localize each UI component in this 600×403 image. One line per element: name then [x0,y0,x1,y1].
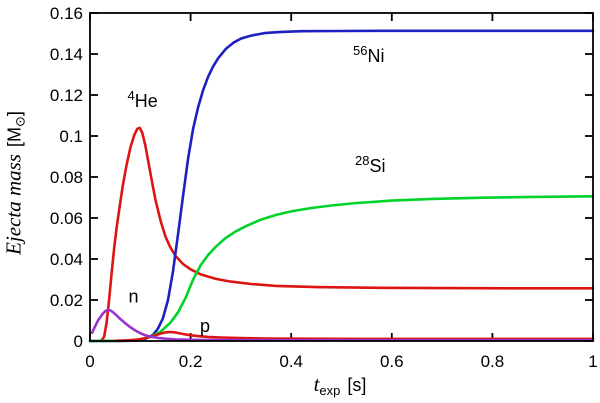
solar-mass-symbol: ⊙ [12,116,28,128]
plot-frame [89,12,594,342]
y-tick-label: 0.06 [50,209,83,228]
series-label-Ni: 56Ni [353,43,384,66]
series-curve-n [90,308,595,342]
series-curve-4He [99,126,595,343]
y-tick-label: 0.02 [50,291,83,310]
x-tick-label: 1 [588,352,597,371]
x-axis-unit: [s] [347,375,367,395]
series-label-Si: 28Si [355,153,385,176]
series-label-p: p [200,316,210,336]
y-axis-label-text: Ejecta mass [1,154,26,255]
x-tick-label: 0 [85,352,94,371]
y-tick-label: 0 [74,332,83,351]
y-tick-label: 0.16 [50,4,83,23]
x-tick-label: 0.4 [279,352,303,371]
y-tick-label: 0.08 [50,168,83,187]
y-axis-unit-pre: [M [4,127,25,148]
x-tick-label: 0.8 [481,352,505,371]
x-axis-label-text: t [313,372,320,396]
x-tick-label: 0.6 [380,352,404,371]
series-label-n: n [128,287,138,307]
series-curve-56Ni [88,29,595,343]
y-tick-label: 0.12 [50,86,83,105]
y-tick-label: 0.1 [59,127,83,146]
y-axis-unit-post: ] [4,111,25,117]
x-axis-label-sub: exp [319,383,341,398]
x-tick-label: 0.2 [179,352,203,371]
y-tick-label: 0.04 [50,250,83,269]
y-axis-label: Ejecta mass [M⊙] [2,111,29,255]
y-tick-label: 0.14 [50,45,83,64]
series-curve-p [113,330,595,343]
y-axis-unit: [M⊙] [4,111,28,148]
series-curve-28Si [88,195,595,343]
series-label-He: 4He [127,88,157,111]
x-axis-label: texp [s] [314,372,367,398]
